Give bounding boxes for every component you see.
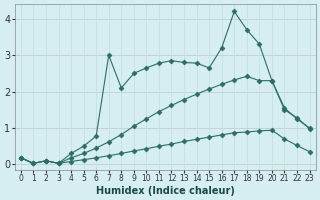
X-axis label: Humidex (Indice chaleur): Humidex (Indice chaleur): [96, 186, 235, 196]
